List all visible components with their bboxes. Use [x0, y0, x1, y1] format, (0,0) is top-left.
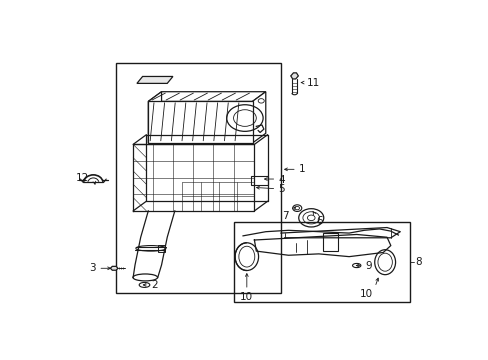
Text: 11: 11 — [306, 78, 320, 88]
Text: 10: 10 — [359, 289, 372, 300]
Text: 1: 1 — [299, 164, 305, 174]
Bar — [116, 63, 280, 293]
Polygon shape — [148, 92, 265, 102]
Bar — [158, 245, 165, 252]
Text: 8: 8 — [414, 257, 421, 267]
Polygon shape — [148, 102, 252, 143]
Text: 12: 12 — [75, 174, 89, 184]
Bar — [233, 222, 409, 302]
Text: 6: 6 — [315, 216, 322, 226]
Text: 10: 10 — [240, 292, 253, 302]
Text: 5: 5 — [278, 184, 285, 194]
Text: 3: 3 — [89, 263, 96, 273]
Polygon shape — [290, 73, 298, 79]
Polygon shape — [137, 76, 173, 84]
Polygon shape — [148, 92, 161, 143]
Text: 4: 4 — [278, 175, 285, 185]
Text: 7: 7 — [281, 211, 288, 221]
Bar — [250, 176, 267, 185]
Polygon shape — [110, 266, 118, 270]
Text: 9: 9 — [365, 261, 371, 271]
Bar — [322, 233, 337, 251]
Text: 2: 2 — [151, 280, 158, 291]
Polygon shape — [252, 92, 265, 143]
